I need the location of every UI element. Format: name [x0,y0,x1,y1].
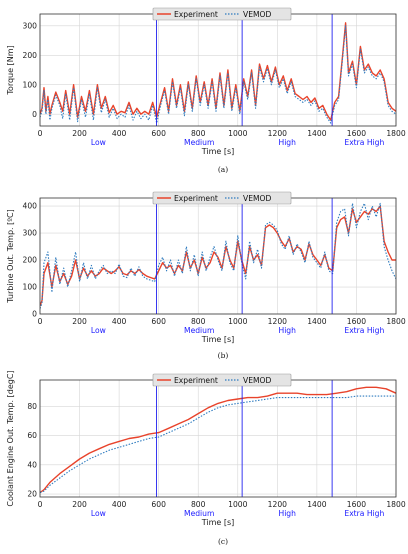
x-tick-label-3: 600 [151,317,166,326]
y-tick-label-0: 0 [32,110,37,119]
x-tick-label-1: 200 [72,129,87,138]
x-tick-label-3: 600 [151,129,166,138]
plot-frame [39,197,397,315]
x-tick-label-2: 400 [112,500,127,509]
legend-vemod-label: VEMOD [243,194,272,203]
phase-label-medium: Medium [184,138,214,147]
x-tick-label-6: 1200 [268,317,287,326]
legend: Experiment VEMOD [152,373,292,387]
x-tick-label-7: 1400 [307,317,326,326]
legend: Experiment VEMOD [152,191,292,205]
y-tick-label-0: 0 [32,310,37,319]
y-tick-label-2: 200 [23,256,38,265]
legend: Experiment VEMOD [152,7,292,21]
y-tick-label-2: 200 [23,51,38,60]
x-tick-label-0: 0 [38,500,43,509]
chart-panel-2: 0 200 400 600 800 1000 1200 1400 1600 1800 20 40 60 8… [6,370,406,546]
y-tick-label-3: 300 [23,229,38,238]
legend-vemod-label: VEMOD [243,376,272,385]
legend-box [152,7,292,21]
x-tick-label-6: 1200 [268,129,287,138]
series-experiment-line [40,22,396,121]
x-tick-label-3: 600 [151,500,166,509]
phase-label-high: High [278,138,296,147]
series-vemod-line [40,202,396,309]
x-tick-label-7: 1400 [307,129,326,138]
x-tick-label-4: 800 [191,129,206,138]
grid-lines [39,198,397,315]
panel-caption: (c) [218,537,228,546]
y-tick-label-4: 400 [23,202,38,211]
x-tick-label-5: 1000 [228,129,247,138]
legend-experiment-label: Experiment [174,194,218,203]
x-tick-label-4: 800 [191,500,206,509]
x-tick-label-0: 0 [38,317,43,326]
x-tick-label-4: 800 [191,317,206,326]
x-axis-label: Time [s] [201,335,235,344]
x-axis-label: Time [s] [201,147,235,156]
x-axis-label: Time [s] [201,518,235,527]
x-tick-label-2: 400 [112,317,127,326]
phase-label-low: Low [91,326,106,335]
phase-label-low: Low [91,509,106,518]
x-tick-label-0: 0 [38,129,43,138]
series-experiment-line [40,386,396,494]
y-axis-label: Torque [Nm] [6,45,15,95]
phase-label-medium: Medium [184,326,214,335]
y-axis-label: Turbine Out. Temp. [ºC] [6,209,15,303]
y-tick-label-3: 300 [23,21,38,30]
y-tick-label-1: 100 [23,80,38,89]
legend-experiment-label: Experiment [174,10,218,19]
grid-lines [39,14,397,126]
panel-caption: (b) [218,351,229,360]
x-tick-label-8: 1600 [347,317,366,326]
phase-label-low: Low [91,138,106,147]
x-tick-label-6: 1200 [268,500,287,509]
x-tick-label-7: 1400 [307,500,326,509]
y-tick-label-1: 40 [27,460,37,469]
x-tick-label-2: 400 [112,129,127,138]
phase-label-extra-high: Extra High [344,326,384,335]
legend-box [152,373,292,387]
y-tick-label-0: 20 [27,490,37,499]
phase-label-high: High [278,509,296,518]
phase-label-medium: Medium [184,509,214,518]
x-tick-label-9: 1800 [386,500,405,509]
x-tick-label-1: 200 [72,317,87,326]
x-tick-label-5: 1000 [228,500,247,509]
x-tick-label-5: 1000 [228,317,247,326]
legend-vemod-label: VEMOD [243,10,272,19]
phase-label-extra-high: Extra High [344,509,384,518]
y-tick-label-3: 80 [27,402,37,411]
y-tick-label-2: 60 [27,431,37,440]
x-tick-label-8: 1600 [347,500,366,509]
x-tick-label-8: 1600 [347,129,366,138]
y-axis-label: Coolant Engine Out. Temp. [degC] [6,370,15,506]
y-tick-label-1: 100 [23,283,38,292]
legend-experiment-label: Experiment [174,376,218,385]
grid-lines [39,380,397,497]
chart-panel-1: 0 200 400 600 800 1000 1200 1400 1600 1800 0 100 200… [6,191,406,360]
phase-label-extra-high: Extra High [344,138,384,147]
x-tick-label-9: 1800 [386,317,405,326]
phase-label-high: High [278,326,296,335]
legend-box [152,191,292,205]
series-experiment-line [40,205,396,307]
chart-panel-0: 0 200 400 600 800 1000 1200 1400 1600 1800 0 100 200… [6,7,406,174]
x-tick-label-1: 200 [72,500,87,509]
x-tick-label-9: 1800 [386,129,405,138]
series-vemod-line [40,395,396,494]
series-vemod-line [40,25,396,124]
panel-caption: (a) [218,165,228,174]
